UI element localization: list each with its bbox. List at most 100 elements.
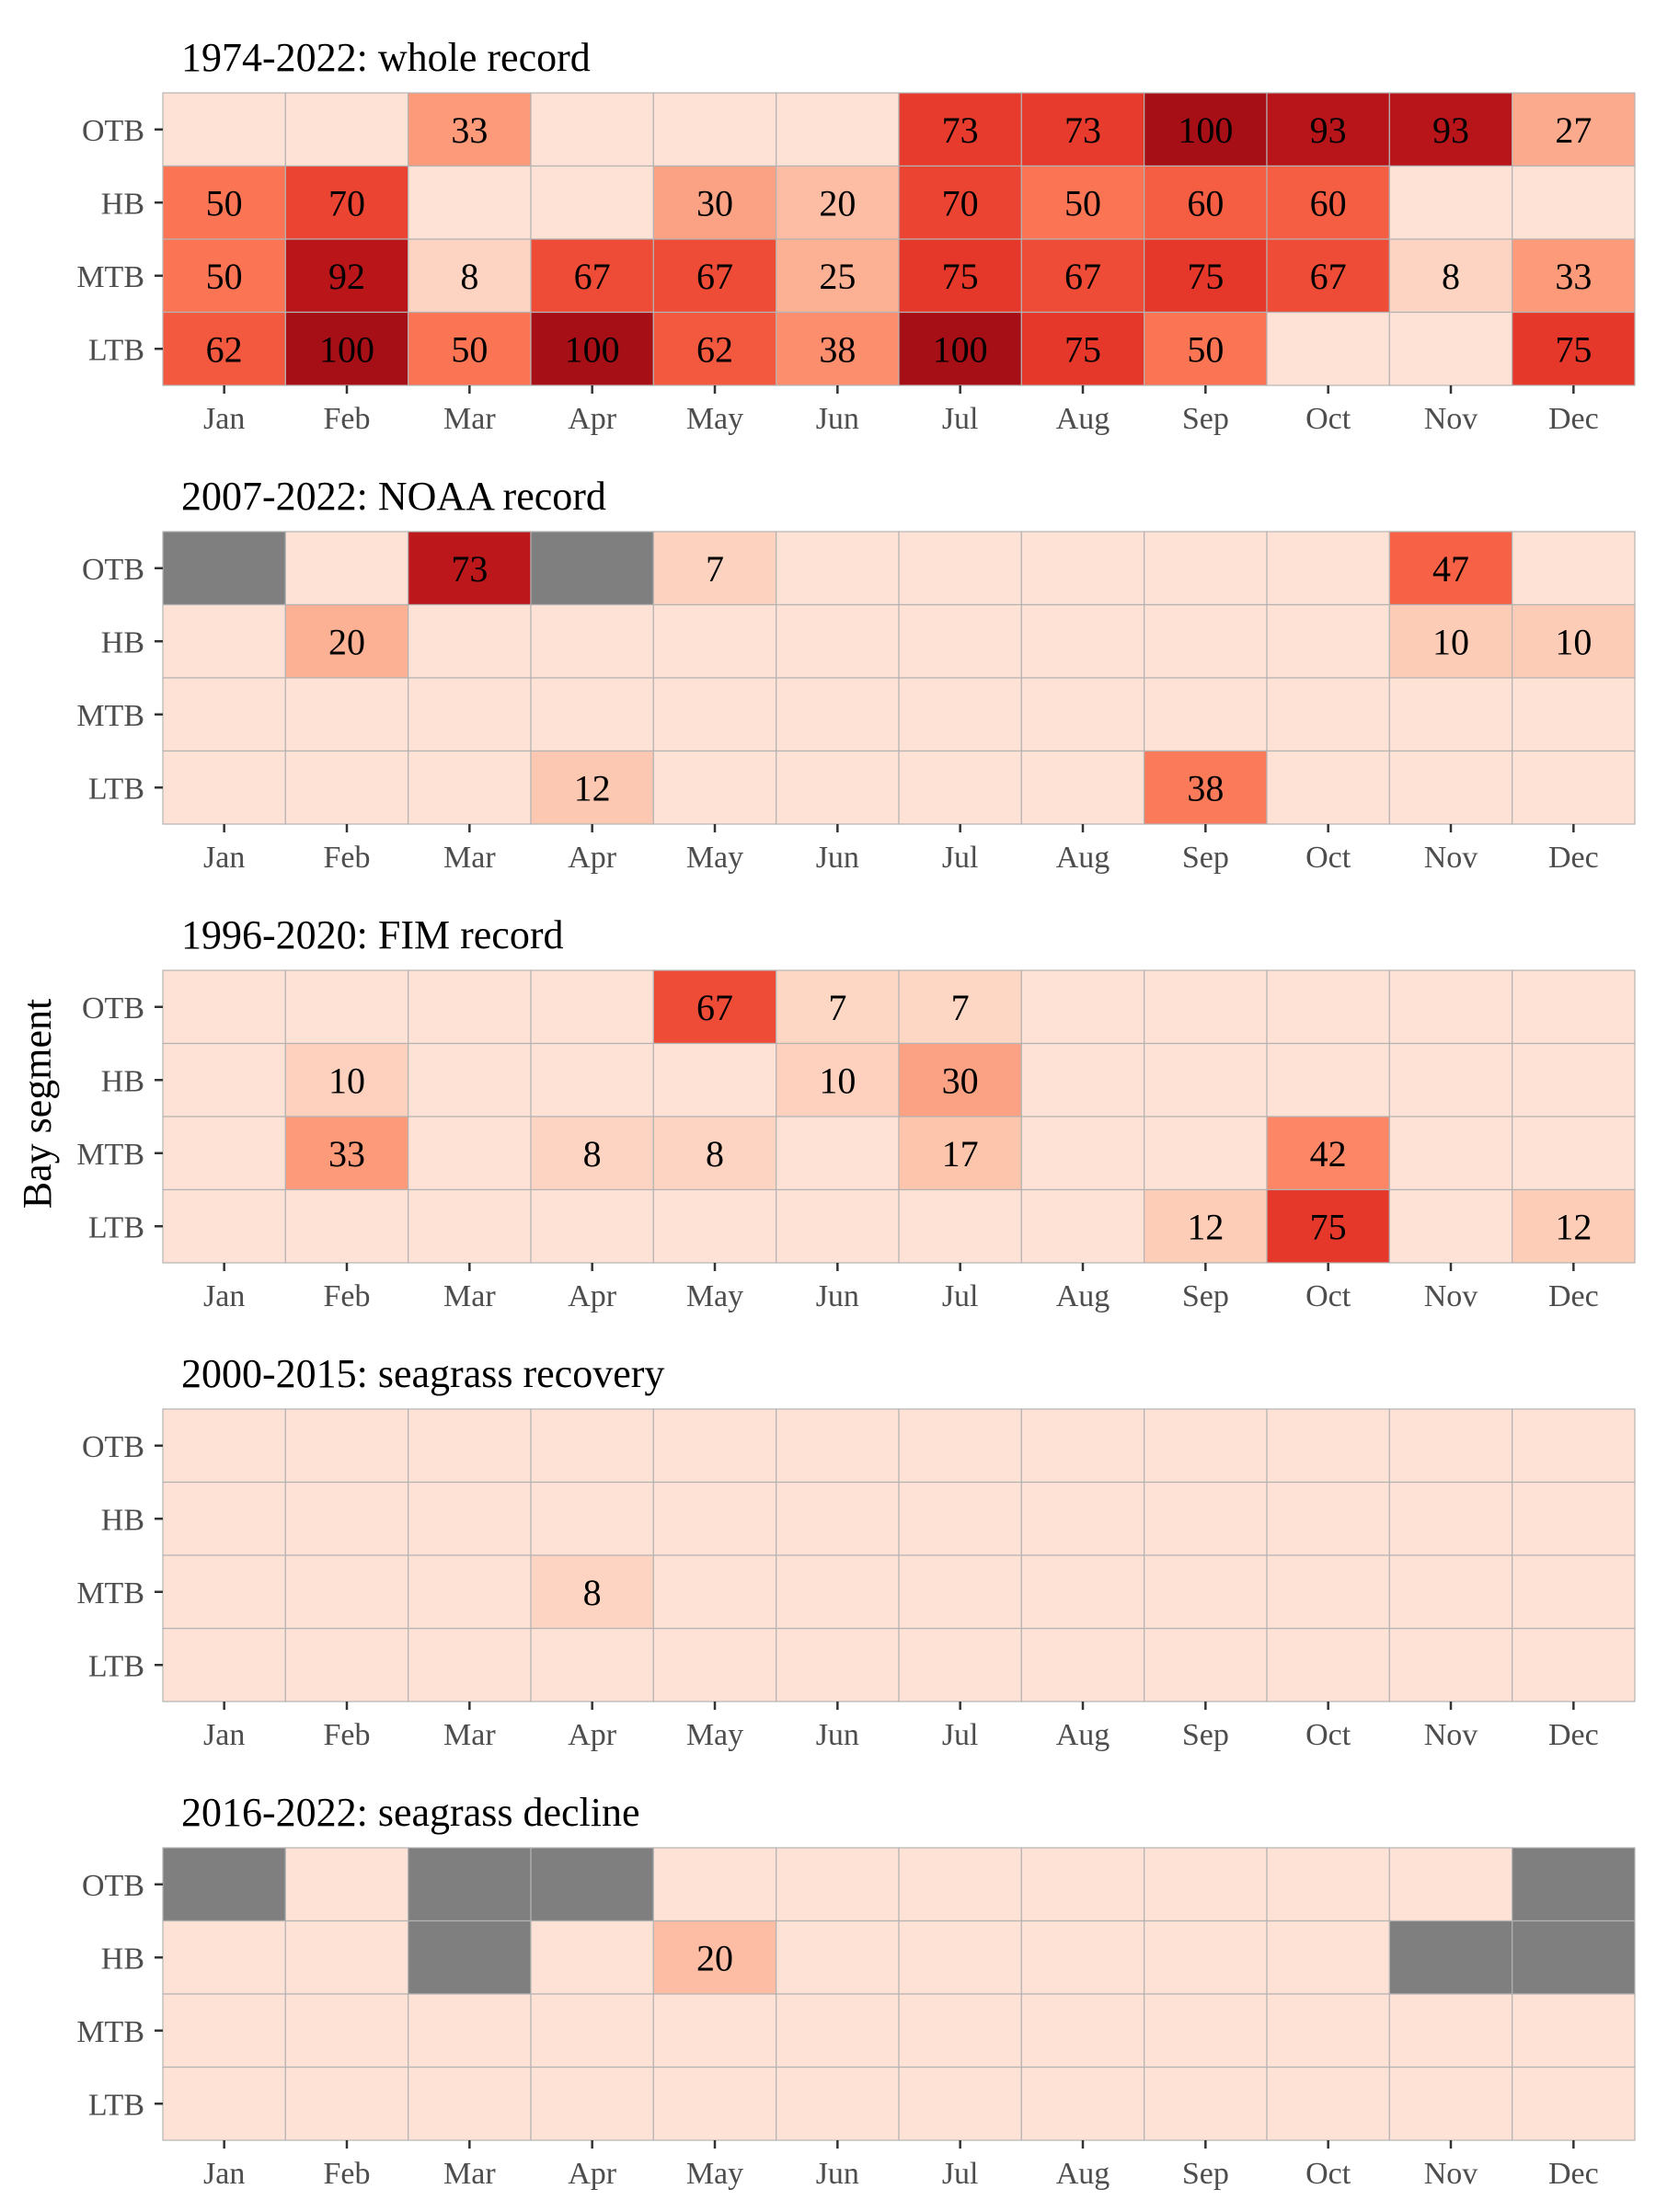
heatmap-cell bbox=[652, 603, 777, 679]
y-tick-label: MTB bbox=[76, 699, 144, 733]
heatmap-cell bbox=[530, 1408, 654, 1484]
heatmap-cell bbox=[776, 1116, 900, 1191]
heatmap-cell bbox=[1266, 531, 1390, 606]
heatmap-cell bbox=[898, 1920, 1022, 1995]
x-tick-label: Aug bbox=[1056, 1718, 1110, 1752]
heatmap-cell bbox=[1266, 1042, 1390, 1117]
heatmap-cell bbox=[1512, 311, 1636, 386]
heatmap-cell bbox=[1388, 603, 1513, 679]
x-tick-label: Jun bbox=[816, 402, 859, 436]
heatmap-panel-3: 1996-2020: FIM record 67 7 7 10 10 30 33 8 8 17 42 1… bbox=[76, 912, 1636, 1313]
heatmap-cell bbox=[898, 969, 1022, 1045]
heatmap-cell bbox=[284, 311, 409, 386]
heatmap-cell bbox=[162, 969, 286, 1045]
heatmap-cell bbox=[898, 92, 1022, 167]
cell-value-label: 67 bbox=[574, 256, 611, 297]
x-tick-label: Nov bbox=[1424, 1279, 1478, 1313]
cell-value-label: 50 bbox=[451, 328, 488, 370]
heatmap-cell bbox=[898, 1627, 1022, 1702]
heatmap-cell bbox=[776, 1408, 900, 1484]
cell-value-label: 100 bbox=[933, 328, 988, 370]
heatmap-cell bbox=[898, 1554, 1022, 1630]
heatmap-cell bbox=[1266, 1116, 1390, 1191]
heatmap-cell bbox=[1388, 165, 1513, 240]
heatmap-cell bbox=[284, 531, 409, 606]
heatmap-cell bbox=[1020, 1627, 1145, 1702]
x-tick-label: Nov bbox=[1424, 1718, 1478, 1752]
heatmap-cell bbox=[898, 1481, 1022, 1556]
heatmap-cell bbox=[284, 1554, 409, 1630]
heatmap-cell bbox=[1144, 677, 1268, 752]
x-tick-label: Feb bbox=[324, 2157, 371, 2191]
heatmap-cell bbox=[1020, 2066, 1145, 2141]
heatmap-cell bbox=[776, 969, 900, 1045]
x-tick-label: Jul bbox=[942, 402, 979, 436]
heatmap-cell bbox=[1388, 1481, 1513, 1556]
heatmap-cell bbox=[898, 238, 1022, 314]
cell-value-label: 100 bbox=[565, 328, 620, 370]
x-tick-label: May bbox=[686, 2157, 743, 2191]
heatmap-cell bbox=[1266, 677, 1390, 752]
cell-value-label: 70 bbox=[942, 182, 979, 223]
heatmap-cell bbox=[776, 2066, 900, 2141]
heatmap-cell bbox=[408, 92, 532, 167]
heatmap-cell bbox=[1388, 1042, 1513, 1117]
heatmap-cell bbox=[1388, 531, 1513, 606]
y-tick-label: LTB bbox=[88, 772, 144, 806]
x-tick-label: Sep bbox=[1182, 402, 1229, 436]
heatmap-cell bbox=[1020, 1920, 1145, 1995]
cell-value-label: 47 bbox=[1432, 548, 1469, 590]
heatmap-cell bbox=[162, 1481, 286, 1556]
heatmap-cell bbox=[162, 1188, 286, 1264]
heatmap-cell bbox=[652, 92, 777, 167]
heatmap-cell bbox=[162, 1408, 286, 1484]
cell-value-label: 100 bbox=[1178, 109, 1233, 151]
heatmap-cell bbox=[530, 1188, 654, 1264]
heatmap-cell bbox=[1266, 969, 1390, 1045]
heatmap-cell bbox=[1512, 750, 1636, 825]
cell-value-label: 12 bbox=[574, 767, 611, 808]
cell-value-label: 30 bbox=[696, 182, 733, 223]
heatmap-panel-4: 2000-2015: seagrass recovery 8 OTB HB MTB LTB… bbox=[76, 1351, 1636, 1752]
heatmap-cell bbox=[530, 1481, 654, 1556]
heatmap-cell bbox=[162, 92, 286, 167]
heatmap-cell bbox=[408, 677, 532, 752]
y-tick-label: OTB bbox=[82, 991, 144, 1026]
heatmap-cell bbox=[530, 1554, 654, 1630]
heatmap-cell bbox=[898, 531, 1022, 606]
x-tick-label: Feb bbox=[324, 1279, 371, 1313]
heatmap-cell bbox=[1144, 1554, 1268, 1630]
heatmap-cell bbox=[1020, 1993, 1145, 2069]
cell-value-label: 70 bbox=[328, 182, 365, 223]
y-tick-label: LTB bbox=[88, 1210, 144, 1244]
heatmap-cell bbox=[1020, 1554, 1145, 1630]
heatmap-cell bbox=[530, 165, 654, 240]
heatmap-cell bbox=[284, 92, 409, 167]
heatmap-cell bbox=[652, 677, 777, 752]
heatmap-cell bbox=[776, 238, 900, 314]
y-tick-label: OTB bbox=[82, 1869, 144, 1903]
heatmap-cell bbox=[1266, 1481, 1390, 1556]
cell-value-label: 50 bbox=[206, 182, 243, 223]
heatmap-cell bbox=[408, 1627, 532, 1702]
cell-value-label: 10 bbox=[819, 1060, 856, 1101]
heatmap-cell bbox=[1144, 1481, 1268, 1556]
heatmap-cell bbox=[408, 1554, 532, 1630]
cell-value-label: 73 bbox=[451, 548, 488, 590]
cell-value-label: 10 bbox=[1432, 621, 1469, 662]
heatmap-cell bbox=[652, 1627, 777, 1702]
heatmap-cell bbox=[1266, 1408, 1390, 1484]
x-tick-label: Jan bbox=[203, 402, 245, 436]
heatmap-cell bbox=[1266, 92, 1390, 167]
heatmap-cell bbox=[1144, 1993, 1268, 2069]
cell-value-label: 67 bbox=[1064, 256, 1101, 297]
heatmap-cell bbox=[1144, 2066, 1268, 2141]
heatmap-cell bbox=[1144, 603, 1268, 679]
heatmap-cell bbox=[776, 750, 900, 825]
cell-value-label: 60 bbox=[1310, 182, 1347, 223]
panel-title: 2016-2022: seagrass decline bbox=[181, 1790, 640, 1835]
heatmap-cell bbox=[1144, 969, 1268, 1045]
heatmap-cell bbox=[1512, 1042, 1636, 1117]
heatmap-cell bbox=[530, 1847, 654, 1922]
heatmap-cell bbox=[284, 2066, 409, 2141]
